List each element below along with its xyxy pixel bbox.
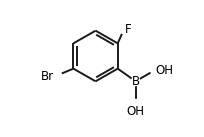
Circle shape	[131, 77, 139, 85]
Circle shape	[130, 99, 140, 110]
Circle shape	[120, 24, 130, 34]
Text: B: B	[131, 75, 139, 88]
Text: OH: OH	[155, 64, 173, 77]
Circle shape	[150, 65, 160, 75]
Text: F: F	[124, 23, 131, 36]
Circle shape	[47, 69, 61, 83]
Text: OH: OH	[126, 105, 144, 118]
Text: Br: Br	[41, 70, 54, 82]
